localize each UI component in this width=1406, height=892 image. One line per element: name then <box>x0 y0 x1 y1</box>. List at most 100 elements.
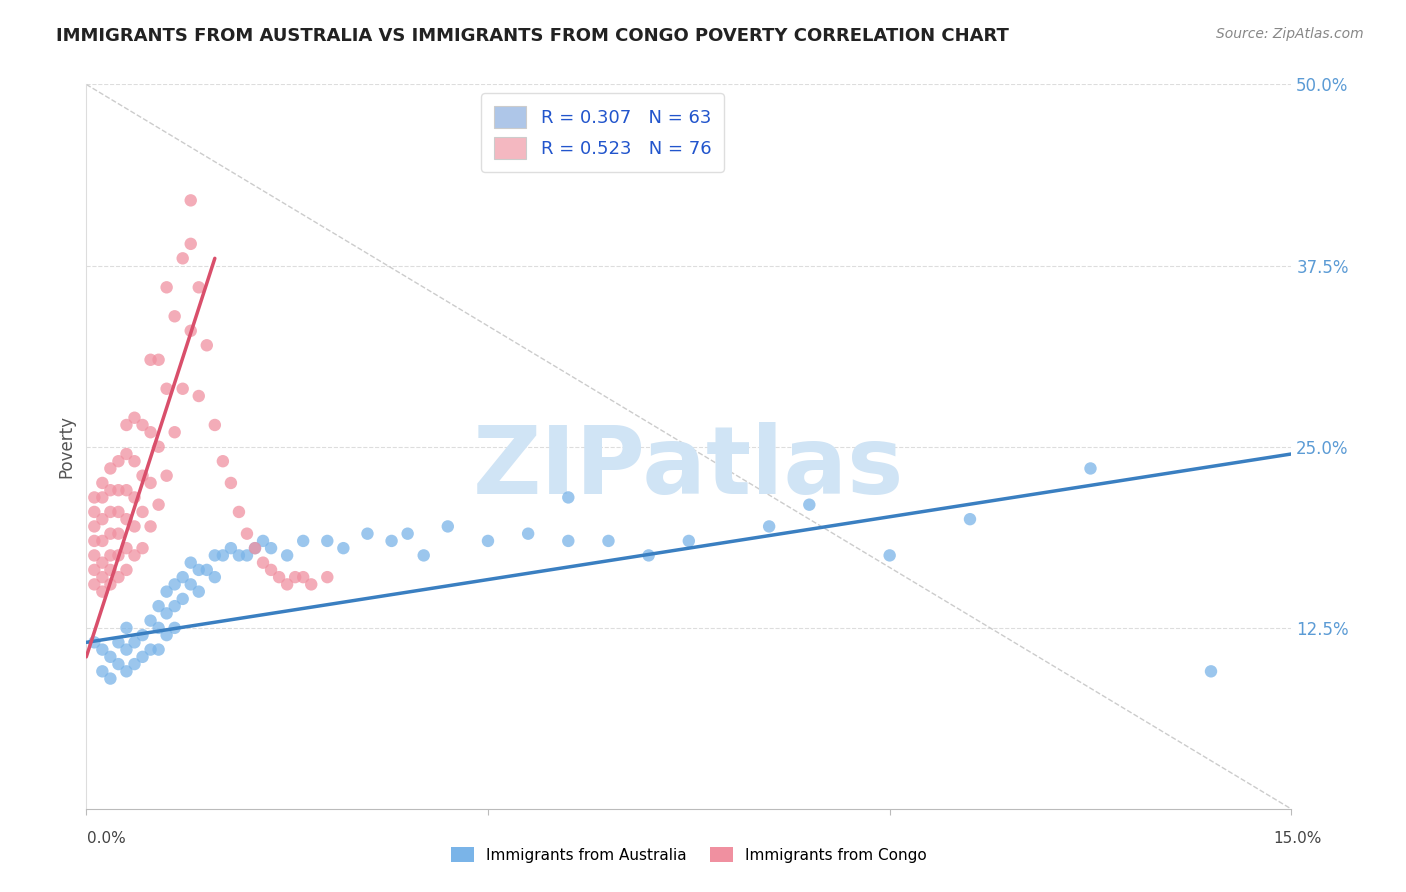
Point <box>107 505 129 519</box>
Point <box>91 642 114 657</box>
Point <box>124 549 146 563</box>
Point <box>148 498 170 512</box>
Point <box>115 512 138 526</box>
Point <box>959 512 981 526</box>
Point <box>148 352 170 367</box>
Point <box>228 549 250 563</box>
Point <box>195 338 218 352</box>
Point <box>148 642 170 657</box>
Point <box>139 642 162 657</box>
Point <box>156 607 179 621</box>
Point <box>83 563 105 577</box>
Point <box>156 382 179 396</box>
Point <box>115 447 138 461</box>
Point <box>228 505 250 519</box>
Point <box>83 549 105 563</box>
Point <box>107 635 129 649</box>
Point <box>172 252 194 266</box>
Point <box>163 599 186 614</box>
Point <box>172 382 194 396</box>
Text: 15.0%: 15.0% <box>1274 831 1322 847</box>
Point <box>100 549 122 563</box>
Point <box>678 533 700 548</box>
Point <box>148 621 170 635</box>
Point <box>131 417 153 432</box>
Point <box>139 614 162 628</box>
Point <box>131 468 153 483</box>
Point <box>356 526 378 541</box>
Point <box>163 577 186 591</box>
Point <box>107 657 129 671</box>
Point <box>115 417 138 432</box>
Point <box>758 519 780 533</box>
Point <box>332 541 354 556</box>
Point <box>100 672 122 686</box>
Point <box>204 549 226 563</box>
Point <box>172 570 194 584</box>
Point <box>115 483 138 498</box>
Point <box>115 642 138 657</box>
Point <box>799 498 821 512</box>
Point <box>172 591 194 606</box>
Point <box>163 621 186 635</box>
Point <box>139 475 162 490</box>
Point <box>187 584 209 599</box>
Point <box>115 665 138 679</box>
Point <box>163 310 186 324</box>
Point <box>91 475 114 490</box>
Point <box>276 549 298 563</box>
Point <box>83 491 105 505</box>
Point <box>236 549 259 563</box>
Point <box>269 570 291 584</box>
Point <box>131 649 153 664</box>
Point <box>124 410 146 425</box>
Point <box>83 505 105 519</box>
Point <box>124 491 146 505</box>
Point <box>83 533 105 548</box>
Point <box>100 461 122 475</box>
Point <box>124 454 146 468</box>
Point <box>187 280 209 294</box>
Point <box>204 417 226 432</box>
Point <box>100 563 122 577</box>
Point <box>124 635 146 649</box>
Point <box>107 454 129 468</box>
Point <box>195 563 218 577</box>
Point <box>380 533 402 548</box>
Point <box>316 570 339 584</box>
Point <box>131 505 153 519</box>
Point <box>180 577 202 591</box>
Point <box>100 649 122 664</box>
Point <box>91 512 114 526</box>
Point <box>91 570 114 584</box>
Point <box>100 526 122 541</box>
Point <box>252 533 274 548</box>
Text: Source: ZipAtlas.com: Source: ZipAtlas.com <box>1216 27 1364 41</box>
Point <box>243 541 266 556</box>
Point <box>260 541 283 556</box>
Point <box>477 533 499 548</box>
Point <box>163 425 186 440</box>
Point <box>292 533 315 548</box>
Point <box>148 440 170 454</box>
Point <box>115 563 138 577</box>
Point <box>260 563 283 577</box>
Point <box>91 556 114 570</box>
Point <box>156 280 179 294</box>
Point <box>139 352 162 367</box>
Point <box>276 577 298 591</box>
Point <box>100 577 122 591</box>
Point <box>557 533 579 548</box>
Y-axis label: Poverty: Poverty <box>58 415 75 478</box>
Point <box>91 491 114 505</box>
Point <box>100 483 122 498</box>
Point <box>299 577 322 591</box>
Point <box>156 468 179 483</box>
Point <box>131 628 153 642</box>
Point <box>436 519 458 533</box>
Point <box>243 541 266 556</box>
Point <box>100 505 122 519</box>
Point <box>219 541 242 556</box>
Point <box>180 556 202 570</box>
Point <box>107 570 129 584</box>
